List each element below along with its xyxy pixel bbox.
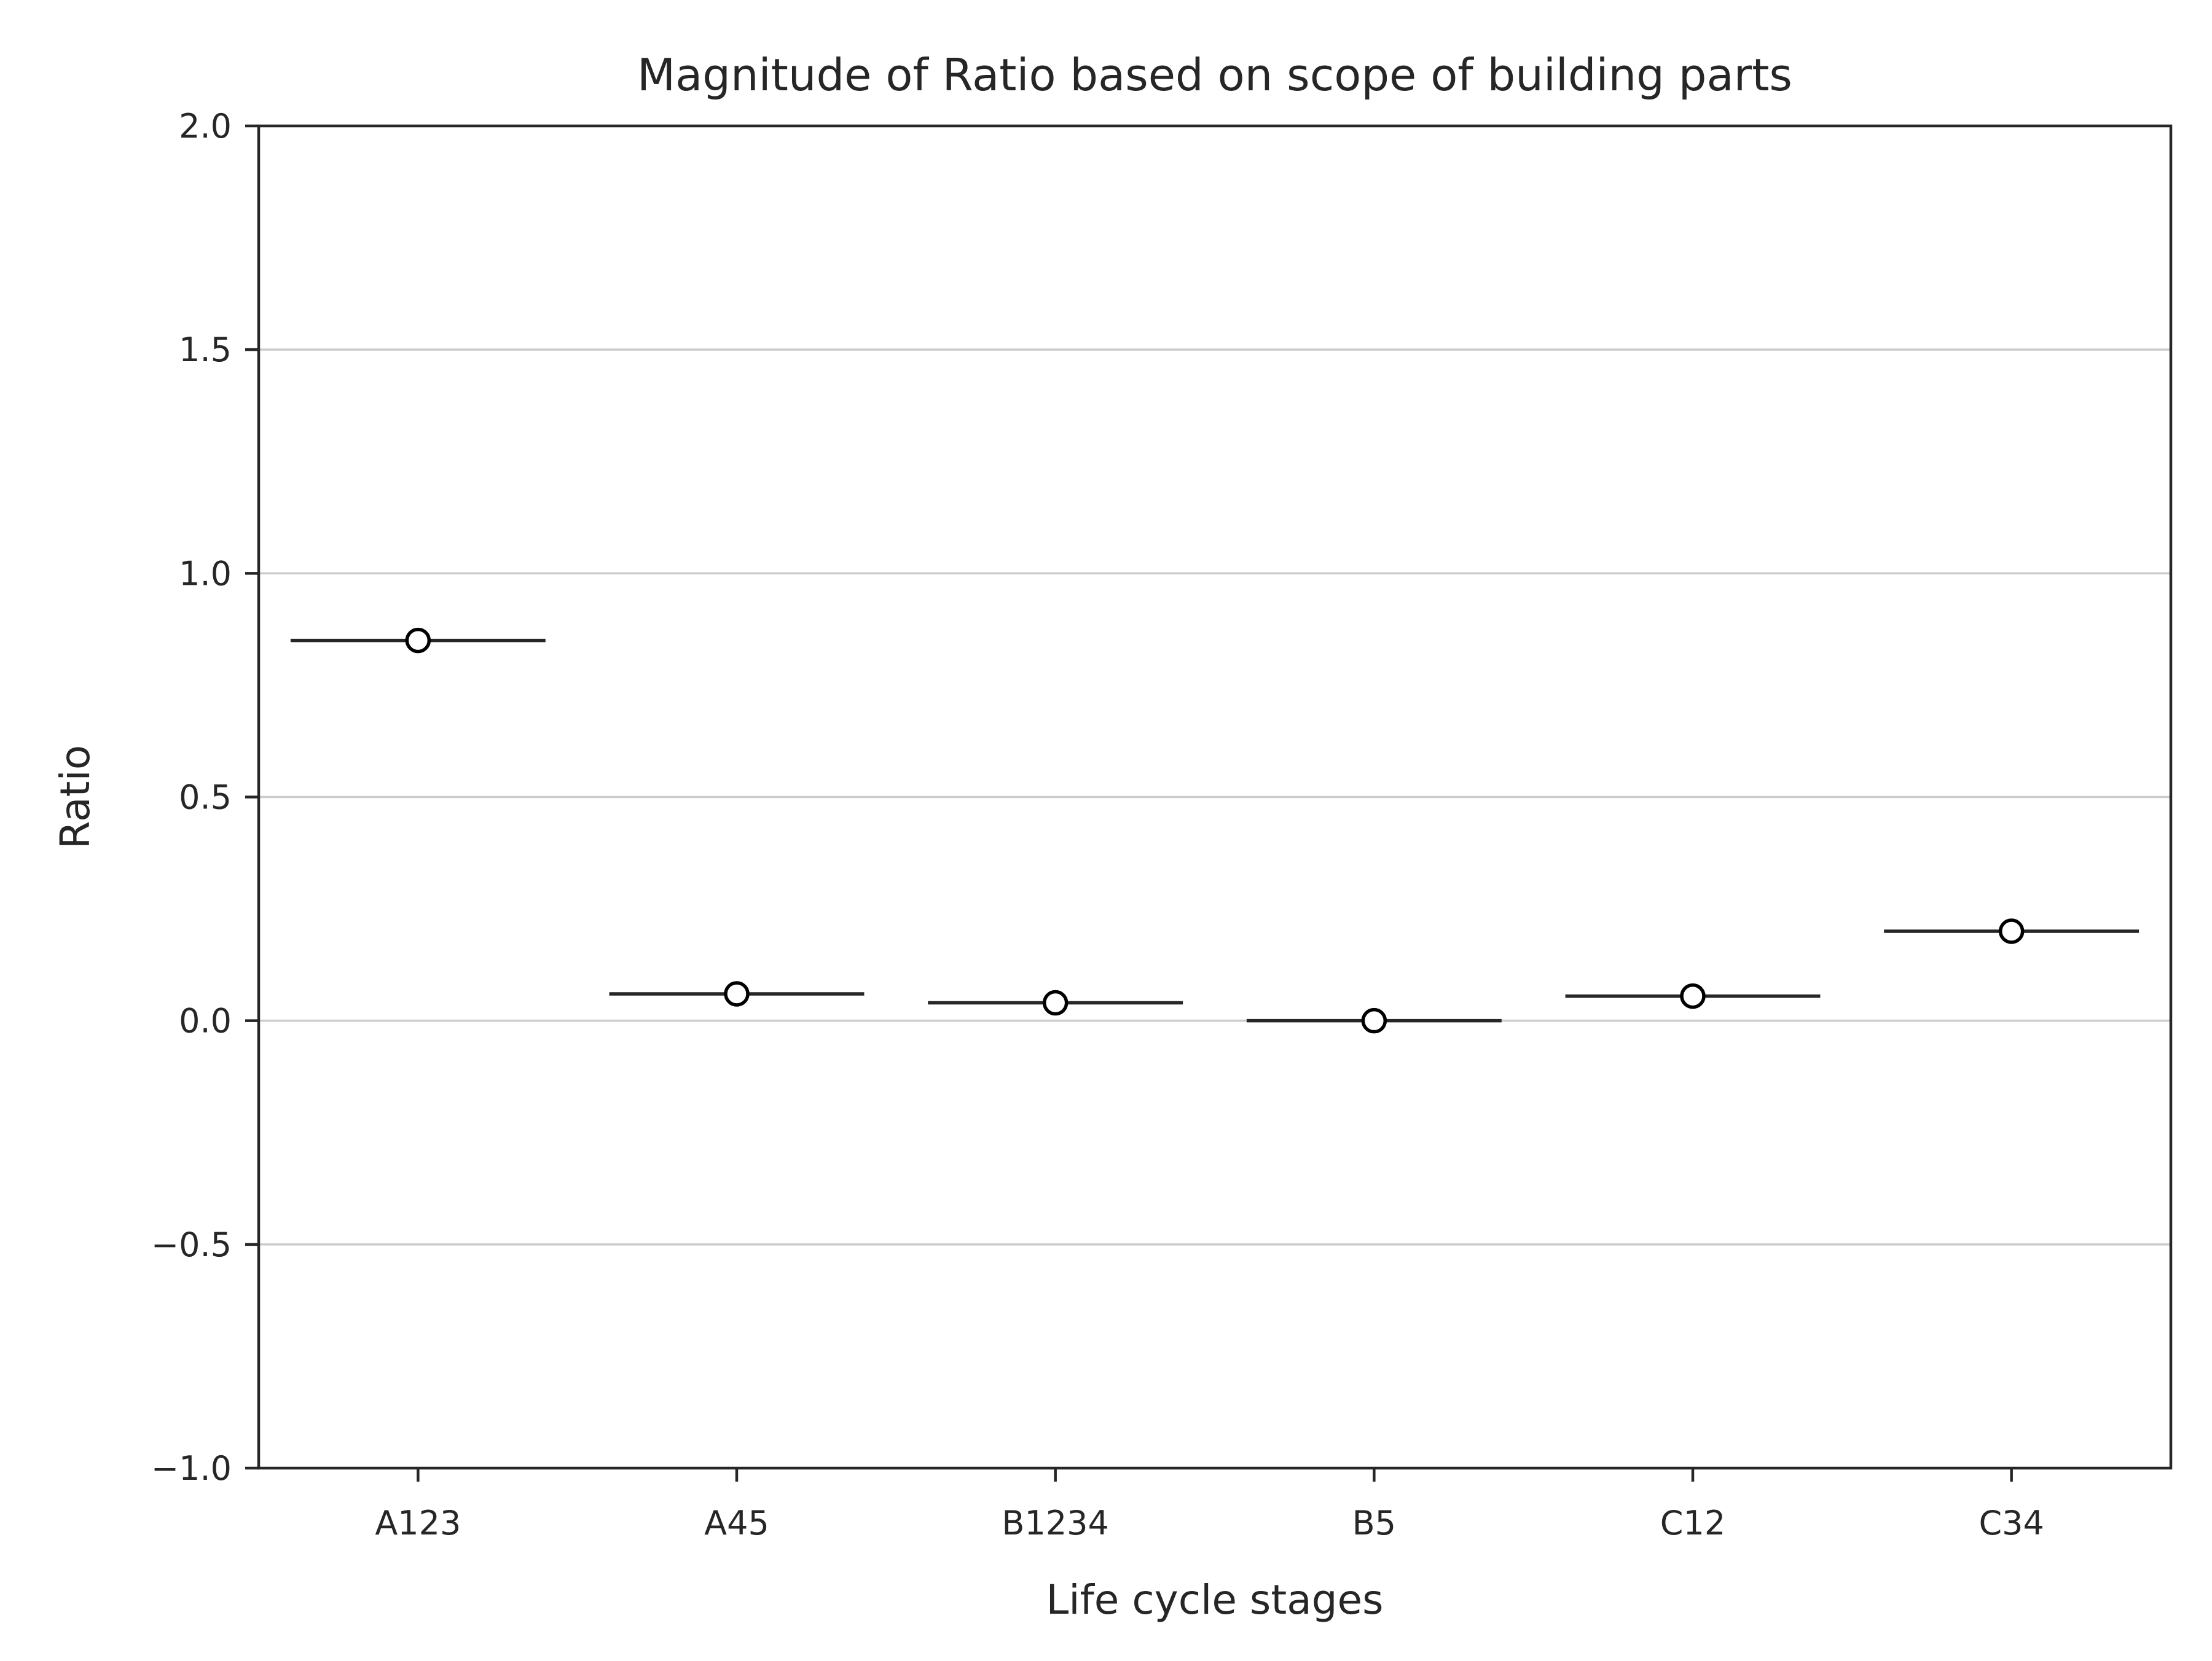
chart-title: Magnitude of Ratio based on scope of bui… bbox=[637, 49, 1792, 101]
y-tick-label: 1.0 bbox=[179, 554, 232, 593]
mean-marker bbox=[405, 627, 431, 654]
y-axis-ticks: −1.0 −0.5 0.0 0.5 1.0 1.5 2.0 bbox=[151, 107, 259, 1488]
data-marks bbox=[290, 627, 2139, 1034]
y-tick-label: 0.0 bbox=[179, 1002, 232, 1041]
y-tick-label: 0.5 bbox=[179, 778, 232, 817]
y-axis-label: Ratio bbox=[52, 745, 99, 849]
mean-marker bbox=[1042, 990, 1069, 1016]
x-tick-label: C34 bbox=[1979, 1504, 2044, 1542]
mean-marker bbox=[1998, 918, 2025, 944]
x-axis-ticks: A123 A45 B1234 B5 C12 C34 bbox=[375, 1468, 2044, 1542]
x-axis-label: Life cycle stages bbox=[1046, 1576, 1383, 1624]
x-tick-label: A45 bbox=[704, 1504, 769, 1542]
x-tick-label: C12 bbox=[1660, 1504, 1725, 1542]
x-tick-label: A123 bbox=[375, 1504, 461, 1542]
grid-lines bbox=[259, 348, 2171, 1246]
mean-marker bbox=[724, 981, 750, 1007]
y-tick-label: −1.0 bbox=[151, 1449, 232, 1488]
mean-marker bbox=[1361, 1007, 1387, 1034]
y-tick-label: 1.5 bbox=[179, 330, 232, 369]
x-tick-label: B5 bbox=[1352, 1504, 1396, 1542]
x-tick-label: B1234 bbox=[1002, 1504, 1108, 1542]
mean-marker bbox=[1680, 983, 1706, 1009]
y-tick-label: 2.0 bbox=[179, 107, 232, 146]
y-tick-label: −0.5 bbox=[151, 1225, 232, 1264]
